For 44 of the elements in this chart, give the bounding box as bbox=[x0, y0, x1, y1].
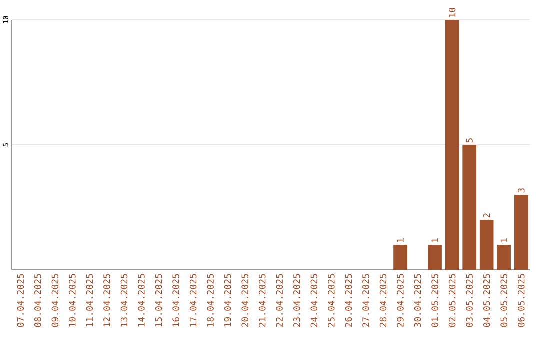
x-tick-label: 25.04.2025 bbox=[328, 274, 335, 328]
data-label: 2 bbox=[483, 214, 490, 218]
x-tick-label: 29.04.2025 bbox=[397, 274, 404, 328]
x-tick-label: 19.04.2025 bbox=[224, 274, 232, 327]
data-label: 1 bbox=[432, 238, 438, 242]
x-tick-label: 09.04.2025 bbox=[52, 274, 59, 328]
x-tick-label: 15.04.2025 bbox=[155, 274, 162, 327]
x-tick-label: 13.04.2025 bbox=[120, 274, 128, 327]
x-tick-label: 23.04.2025 bbox=[294, 274, 300, 328]
data-label: 5 bbox=[466, 138, 473, 143]
x-tick-label: 06.05.2025 bbox=[518, 274, 525, 328]
x-tick-label: 01.05.2025 bbox=[432, 274, 438, 328]
x-tick-label: 28.04.2025 bbox=[380, 274, 387, 328]
bar bbox=[445, 20, 460, 270]
bar bbox=[428, 245, 442, 270]
x-tick-label: 21.04.2025 bbox=[258, 274, 266, 328]
x-tick-label: 16.04.2025 bbox=[172, 274, 180, 327]
x-tick-label: 04.05.2025 bbox=[483, 274, 490, 328]
x-tick-label: 24.04.2025 bbox=[310, 274, 318, 328]
x-tick-label: 17.04.2025 bbox=[190, 274, 197, 327]
data-label: 3 bbox=[518, 188, 525, 193]
x-tick-label: 30.04.2025 bbox=[414, 274, 422, 328]
data-label: 1 bbox=[397, 238, 404, 242]
data-label: 10 bbox=[448, 8, 456, 18]
x-tick-label: 20.04.2025 bbox=[242, 274, 249, 328]
x-tick-label: 05.05.2025 bbox=[500, 274, 508, 328]
x-tick-label: 18.04.2025 bbox=[207, 274, 214, 327]
bar bbox=[497, 245, 512, 270]
x-tick-label: 08.04.2025 bbox=[34, 274, 42, 328]
x-tick-label: 14.04.2025 bbox=[138, 274, 145, 327]
x-tick-label: 12.04.2025 bbox=[104, 274, 110, 327]
x-tick-label: 02.05.2025 bbox=[448, 274, 456, 328]
x-tick-label: 27.04.2025 bbox=[362, 274, 370, 328]
x-tick-label: 03.05.2025 bbox=[466, 274, 473, 328]
x-tick-label: 26.04.2025 bbox=[345, 274, 352, 328]
x-tick-label: 22.04.2025 bbox=[276, 274, 284, 328]
bar bbox=[514, 195, 528, 270]
bar bbox=[394, 245, 408, 270]
bar bbox=[462, 145, 476, 270]
x-tick-label: 11.04.2025 bbox=[86, 274, 94, 327]
bar bbox=[480, 220, 494, 270]
x-tick-label: 10.04.2025 bbox=[69, 274, 76, 327]
x-tick-label: 07.04.2025 bbox=[17, 274, 24, 328]
data-label: 1 bbox=[500, 238, 508, 242]
